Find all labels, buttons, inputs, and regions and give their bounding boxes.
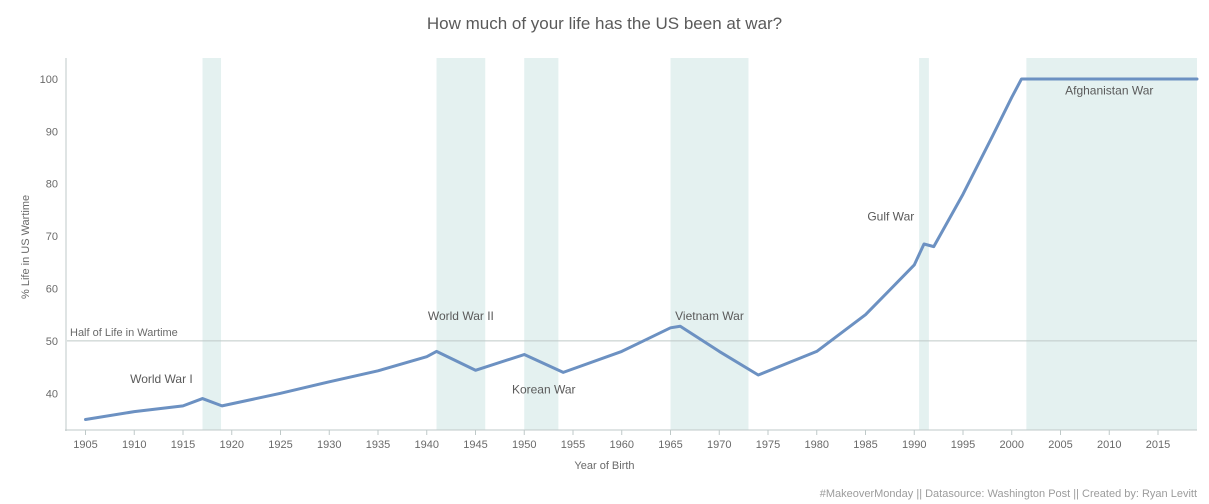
y-tick-label: 40: [46, 388, 58, 400]
war-label: World War II: [428, 309, 494, 323]
chart-title: How much of your life has the US been at…: [0, 14, 1209, 34]
x-tick-label: 1995: [951, 439, 975, 451]
x-tick-label: 1910: [122, 439, 146, 451]
war-label: Vietnam War: [675, 309, 744, 323]
war-label: Korean War: [512, 382, 576, 396]
y-tick-label: 90: [46, 126, 58, 138]
y-tick-label: 80: [46, 179, 58, 191]
war-label: Afghanistan War: [1065, 84, 1153, 98]
x-tick-label: 1915: [171, 439, 195, 451]
x-tick-label: 2000: [1000, 439, 1024, 451]
war-band: [203, 58, 222, 430]
x-tick-label: 1935: [366, 439, 390, 451]
x-tick-label: 1930: [317, 439, 341, 451]
x-tick-label: 1920: [220, 439, 244, 451]
y-tick-label: 60: [46, 284, 58, 296]
x-tick-label: 1975: [756, 439, 780, 451]
x-tick-label: 1955: [561, 439, 585, 451]
y-tick-label: 100: [40, 74, 58, 86]
x-tick-label: 1950: [512, 439, 536, 451]
x-tick-label: 1970: [707, 439, 731, 451]
war-band: [437, 58, 486, 430]
war-label: Gulf War: [867, 209, 914, 223]
reference-line-label: Half of Life in Wartime: [70, 327, 178, 339]
chart-svg: 40 50 60 70 80 90 100 1905 1910 1915 1920 1925 1930 1…: [0, 0, 1209, 504]
x-tick-label: 1990: [902, 439, 926, 451]
y-tick-label: 50: [46, 336, 58, 348]
war-bands: [203, 58, 1198, 430]
x-tick-label: 2015: [1146, 439, 1170, 451]
x-tick-label: 1940: [415, 439, 439, 451]
x-tick-label: 1960: [610, 439, 634, 451]
war-band: [671, 58, 749, 430]
x-tick-label: 1980: [805, 439, 829, 451]
x-tick-label: 1925: [268, 439, 292, 451]
footer-credit: #MakeoverMonday || Datasource: Washingto…: [820, 488, 1197, 500]
x-axis-title: Year of Birth: [0, 460, 1209, 472]
x-tick-label: 1945: [463, 439, 487, 451]
y-axis-title: % Life in US Wartime: [20, 195, 32, 299]
war-band: [1026, 58, 1197, 430]
x-tick-label: 1905: [73, 439, 97, 451]
x-tick-label: 1985: [853, 439, 877, 451]
x-tick-label: 2010: [1097, 439, 1121, 451]
war-band: [524, 58, 558, 430]
x-tick-label: 2005: [1048, 439, 1072, 451]
y-tick-label: 70: [46, 231, 58, 243]
x-tick-label: 1965: [658, 439, 682, 451]
war-label: World War I: [130, 372, 193, 386]
